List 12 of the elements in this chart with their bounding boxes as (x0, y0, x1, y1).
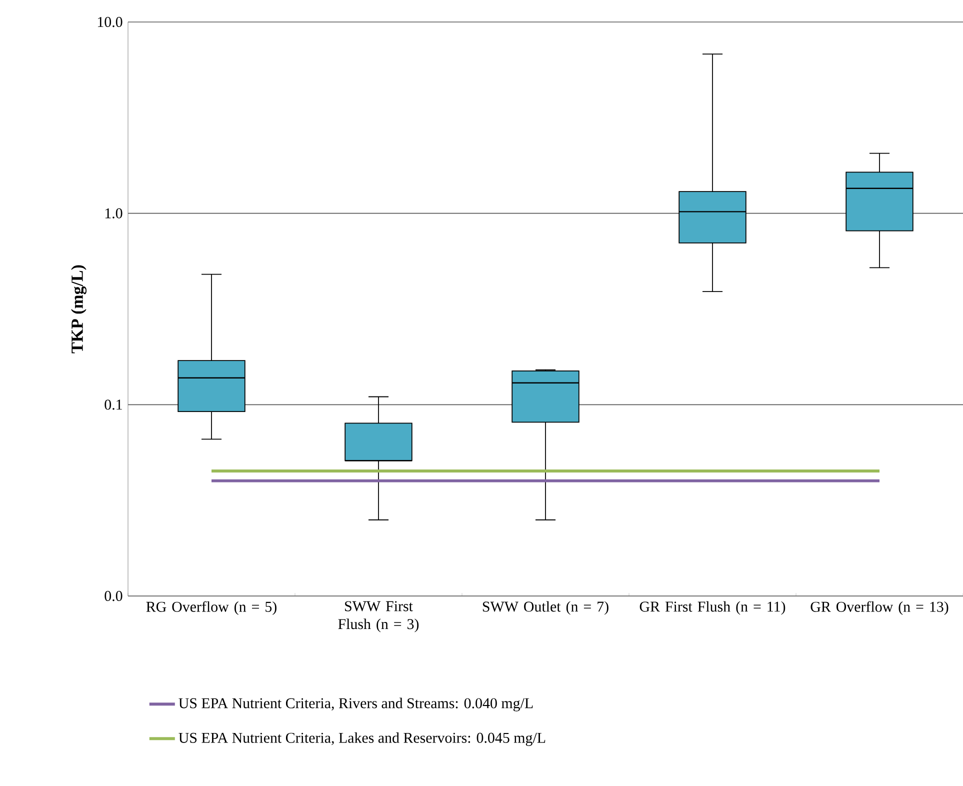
x-tick-label: GR First Flush (n = 11) (640, 601, 786, 615)
legend-label: US EPA Nutrient Criteria, Rivers and Streams: 0.040 mg/L (178, 698, 533, 712)
x-tick-label: SWW Outlet (n = 7) (482, 601, 608, 615)
x-tick-label: SWW First Flush (n = 3) (338, 601, 419, 632)
x-tick-label: RG Overflow (n = 5) (146, 601, 276, 615)
y-tick-label: 0.1 (104, 400, 122, 410)
x-tick-label: GR Overflow (n = 13) (810, 601, 948, 615)
y-axis-title: TKP (mg/L) (71, 265, 87, 354)
y-tick-label: 10.0 (98, 16, 122, 28)
legend-label: US EPA Nutrient Criteria, Lakes and Reservoirs: 0.045 mg/L (178, 732, 546, 746)
y-tick-label: 1.0 (105, 208, 122, 218)
y-tick-label: 0.0 (104, 590, 122, 602)
